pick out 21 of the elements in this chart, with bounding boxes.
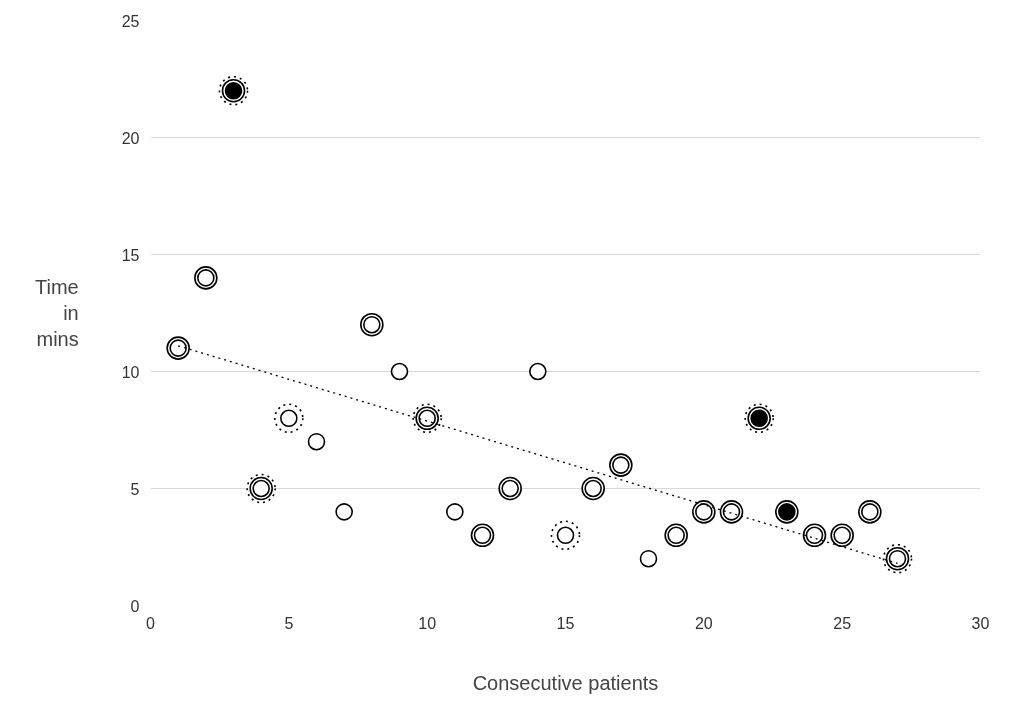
y-tick-label: 0 [130, 597, 140, 615]
y-tick-label: 5 [130, 480, 140, 498]
y-tick-label: 15 [121, 246, 140, 264]
x-tick-label: 25 [833, 614, 852, 632]
x-tick-label: 15 [556, 614, 575, 632]
point [446, 503, 464, 521]
x-tick-label: 5 [284, 614, 294, 632]
point [390, 362, 409, 381]
y-tick-label: 20 [121, 129, 140, 147]
y-axis-title: Time in mins [35, 275, 79, 351]
y-tick-label: 10 [121, 363, 140, 381]
x-tick-label: 30 [971, 614, 990, 632]
x-tick-label: 0 [146, 614, 156, 632]
x-tick-label: 20 [694, 614, 713, 632]
x-axis-title: Consecutive patients [472, 671, 659, 694]
x-tick-label: 10 [418, 614, 437, 632]
y-tick-label: 25 [121, 12, 140, 30]
point [307, 432, 326, 451]
point [529, 362, 547, 381]
point [335, 503, 353, 521]
point [639, 549, 658, 568]
